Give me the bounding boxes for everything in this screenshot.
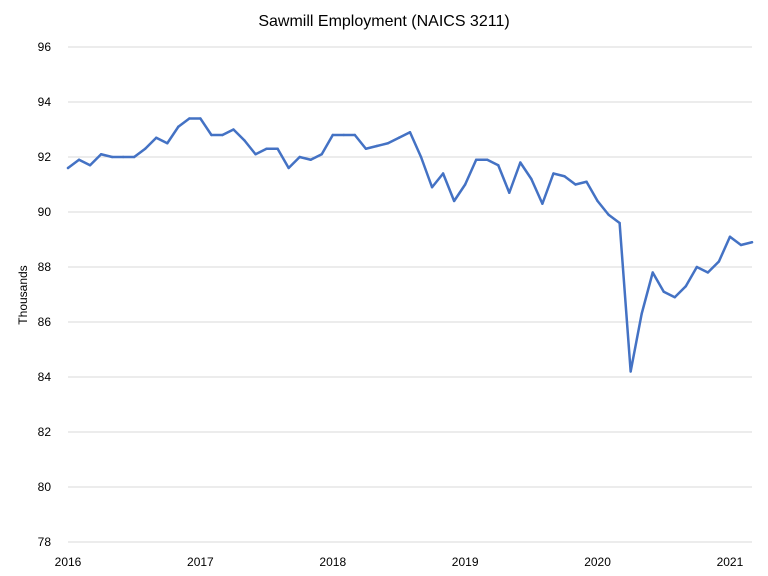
data-point xyxy=(530,177,533,181)
data-point xyxy=(397,136,401,139)
x-tick-label: 2021 xyxy=(717,555,744,569)
data-point xyxy=(155,136,158,139)
data-point xyxy=(265,147,268,150)
data-point xyxy=(441,172,445,175)
data-point xyxy=(210,133,213,137)
x-axis-ticks: 2016 2017 2018 2019 2020 2021 xyxy=(55,555,744,569)
data-point xyxy=(342,133,346,137)
data-point xyxy=(287,166,290,170)
data-point xyxy=(717,260,721,263)
data-point xyxy=(629,370,632,373)
data-point xyxy=(166,142,169,145)
data-point xyxy=(541,202,544,205)
data-point xyxy=(552,172,555,175)
data-point xyxy=(706,271,710,274)
data-point xyxy=(121,155,125,159)
data-point xyxy=(298,155,301,159)
data-point xyxy=(463,183,467,186)
data-point xyxy=(177,125,180,128)
y-tick-label: 84 xyxy=(38,370,52,384)
y-tick-label: 82 xyxy=(38,425,52,439)
data-point xyxy=(662,290,665,293)
data-point xyxy=(66,166,70,170)
y-tick-label: 96 xyxy=(38,40,52,54)
data-point xyxy=(563,175,566,178)
y-tick-label: 92 xyxy=(38,150,52,164)
chart-title: Sawmill Employment (NAICS 3211) xyxy=(258,13,509,30)
data-point xyxy=(739,243,743,247)
data-point xyxy=(640,312,643,315)
data-point xyxy=(77,158,81,161)
data-point xyxy=(497,164,500,167)
data-point xyxy=(276,147,279,150)
data-point xyxy=(430,186,434,189)
x-tick-label: 2020 xyxy=(584,555,611,569)
data-point xyxy=(750,241,754,244)
data-point xyxy=(728,235,732,238)
x-tick-label: 2019 xyxy=(452,555,479,569)
data-point xyxy=(232,128,235,131)
data-point xyxy=(596,199,599,203)
data-point xyxy=(585,180,588,183)
y-tick-label: 88 xyxy=(38,260,52,274)
y-tick-label: 90 xyxy=(38,205,52,219)
x-tick-label: 2016 xyxy=(55,555,82,569)
series-group xyxy=(66,117,754,373)
data-point xyxy=(419,155,423,159)
data-point xyxy=(110,155,114,159)
data-point xyxy=(99,153,103,156)
x-tick-label: 2018 xyxy=(319,555,346,569)
data-point xyxy=(243,139,246,142)
data-point xyxy=(254,153,257,156)
y-axis-label: Thousands xyxy=(16,265,30,324)
gridlines xyxy=(68,46,752,543)
data-point xyxy=(452,199,456,203)
data-point xyxy=(618,221,621,225)
data-point xyxy=(695,265,699,269)
data-point xyxy=(386,142,390,145)
data-point xyxy=(408,131,412,134)
y-tick-label: 80 xyxy=(38,480,52,494)
data-point xyxy=(474,158,478,161)
data-point xyxy=(673,296,676,299)
data-point xyxy=(331,133,334,137)
y-tick-label: 86 xyxy=(38,315,52,329)
data-point xyxy=(353,133,357,137)
data-point xyxy=(309,158,312,161)
data-point xyxy=(574,183,577,186)
data-point xyxy=(684,285,688,288)
data-point xyxy=(144,147,147,150)
series-line-0 xyxy=(66,117,754,373)
y-tick-label: 78 xyxy=(38,535,52,549)
data-point xyxy=(320,153,323,156)
data-point xyxy=(364,147,368,150)
data-point xyxy=(519,161,522,164)
data-point xyxy=(88,164,92,167)
data-point xyxy=(375,144,379,148)
y-tick-label: 94 xyxy=(38,95,52,109)
data-point xyxy=(486,158,489,161)
data-point xyxy=(188,117,191,120)
data-point xyxy=(132,155,136,159)
x-tick-label: 2017 xyxy=(187,555,214,569)
data-point xyxy=(199,117,202,120)
data-point xyxy=(651,271,654,274)
data-point xyxy=(508,191,511,194)
data-point xyxy=(221,133,224,137)
y-axis-ticks: 96 94 92 90 88 86 84 82 80 78 xyxy=(38,40,52,549)
data-point xyxy=(607,213,610,216)
